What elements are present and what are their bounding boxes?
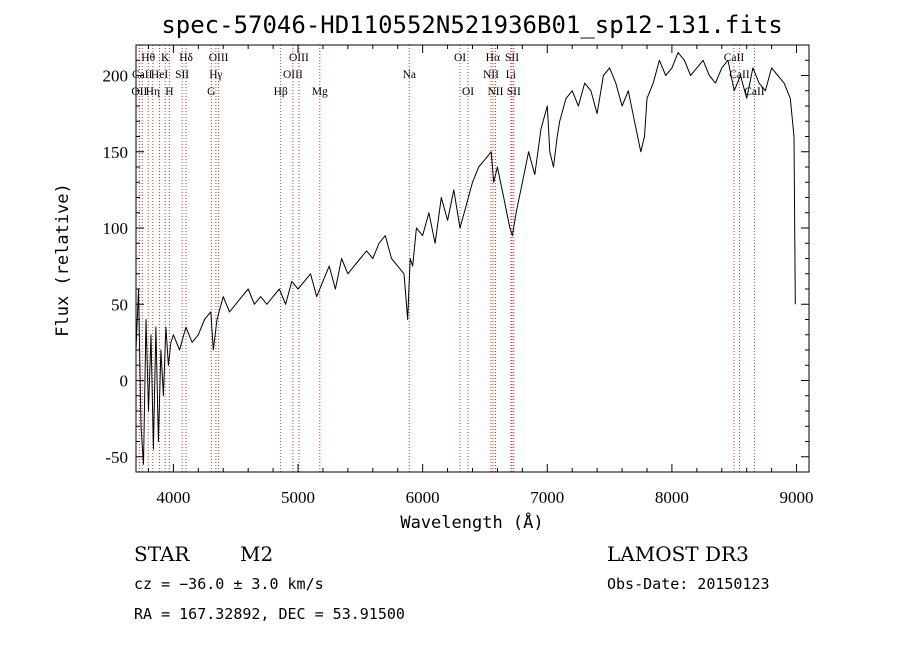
x-axis-label: Wavelength (Å): [400, 511, 543, 533]
series-group: [135, 52, 796, 465]
spectral-line-label: SII: [507, 86, 521, 98]
spectral-line-label: OIII: [209, 52, 229, 64]
spectral-line-label: OIII: [283, 69, 303, 81]
spectral-line-label: CaII: [729, 69, 750, 81]
x-tick-label: 4000: [156, 488, 190, 507]
x-tick-label: 7000: [530, 488, 564, 507]
y-tick-label: 100: [103, 219, 129, 238]
spectral-line-label: Hα: [486, 52, 500, 64]
spectral-line-label: H: [165, 86, 173, 98]
x-tick-label: 5000: [281, 488, 315, 507]
spectral-line-label: SII: [505, 52, 519, 64]
spectral-line-label: NII: [483, 69, 499, 81]
coordinates: RA = 167.32892, DEC = 53.91500: [134, 605, 405, 623]
x-tick-label: 8000: [655, 488, 689, 507]
spectral-lines-group: HθOIICaIIHηHeIKHSIIHδGHγOIIIHβOIIIOIIIMg…: [131, 45, 765, 472]
redshift-info: cz = −36.0 ± 3.0 km/s: [134, 575, 324, 593]
y-tick-label: 150: [103, 143, 129, 162]
spectral-line-label: Hγ: [209, 69, 222, 81]
spectral-line-label: CaII: [744, 86, 765, 98]
y-tick-label: 0: [120, 372, 129, 391]
spectral-line-label: HeI: [151, 69, 168, 81]
object-subclass: M2: [240, 542, 273, 566]
x-tick-label: 6000: [406, 488, 440, 507]
spectral-line-label: G: [207, 86, 215, 98]
spectral-line-label: Li: [506, 69, 516, 81]
spectral-line-label: Hβ: [274, 86, 288, 98]
plot-frame: [135, 44, 810, 473]
chart-title: spec-57046-HD110552N521936B01_sp12-131.f…: [161, 11, 782, 39]
spectral-line-label: NII: [487, 86, 503, 98]
spectral-line-label: Hθ: [141, 52, 155, 64]
spectral-line-label: Hδ: [179, 52, 193, 64]
object-class: STAR: [134, 542, 190, 566]
series-line-flux: [135, 52, 796, 465]
spectral-line-label: Hη: [146, 86, 160, 98]
spectral-line-label: K: [161, 52, 170, 64]
spectral-line-label: Mg: [312, 86, 328, 98]
survey-name: LAMOST DR3: [607, 542, 749, 566]
spectral-line-label: OI: [462, 86, 474, 98]
spectral-line-label: OIII: [289, 52, 309, 64]
y-tick-label: 200: [103, 67, 129, 86]
x-tick-label: 9000: [780, 488, 814, 507]
axis-ticks-group: 4000 5000 6000 7000 8000 9000 -50 0 50 100 150 200: [103, 45, 814, 507]
spectral-line-label: SII: [175, 69, 189, 81]
spectral-line-label: Na: [403, 69, 416, 81]
y-tick-label: 50: [111, 295, 128, 314]
spectral-line-label: OI: [454, 52, 466, 64]
y-axis-label: Flux (relative): [53, 183, 73, 337]
spectral-line-label: OII: [131, 86, 147, 98]
obs-date: Obs-Date: 20150123: [607, 575, 770, 593]
y-tick-label: -50: [105, 448, 128, 467]
